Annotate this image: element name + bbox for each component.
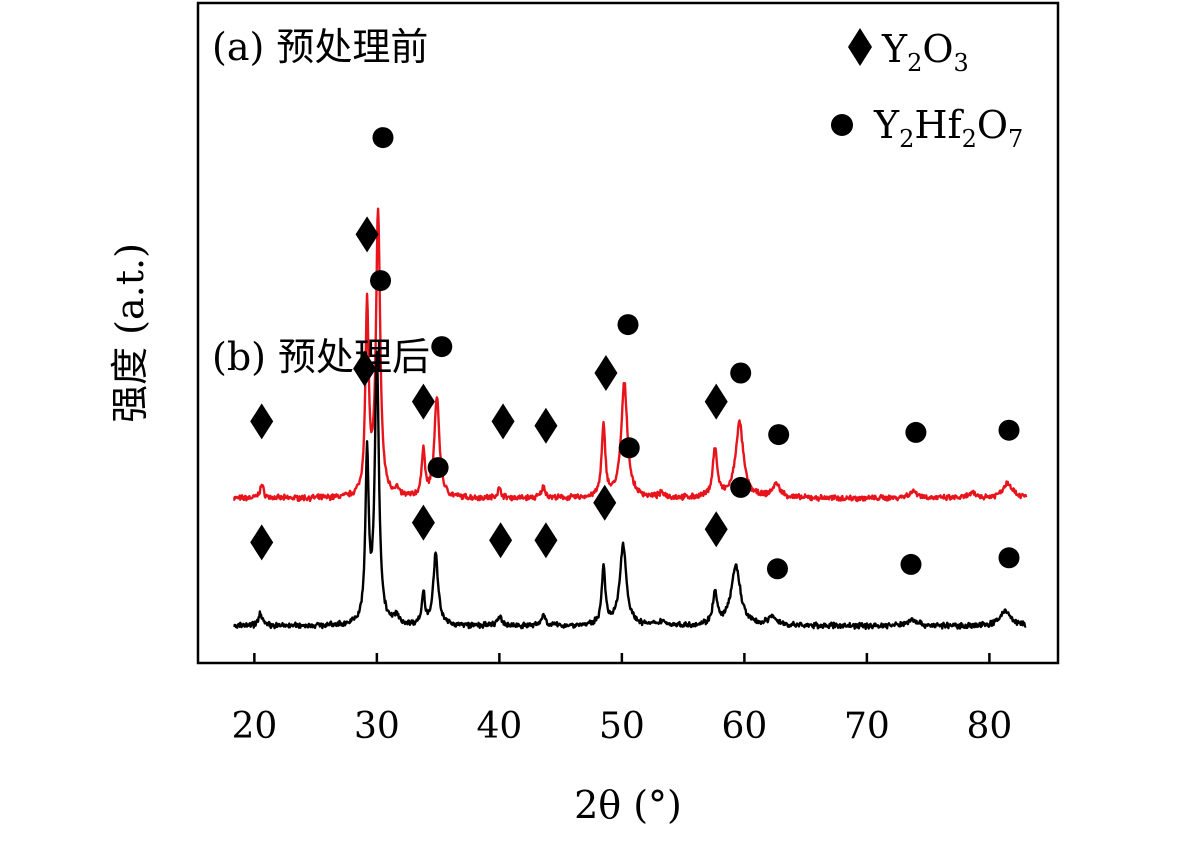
y2o3-peak-marker: [250, 524, 274, 561]
legend: Y2O3 Y2Hf2O7: [831, 27, 1023, 153]
y2o3-peak-marker: [594, 355, 618, 391]
y2o3-peak-marker: [534, 407, 558, 444]
y2hf2o7-peak-marker: [766, 558, 788, 580]
x-tick-label: 20: [231, 706, 277, 747]
y2hf2o7-peak-marker: [768, 424, 790, 446]
y2hf2o7-peak-marker: [431, 336, 453, 358]
peak-markers: [250, 127, 1020, 580]
series-line-posttreatment: [232, 350, 1027, 631]
y2hf2o7-peak-marker: [427, 457, 449, 479]
y2o3-peak-marker: [353, 350, 377, 387]
y2hf2o7-peak-marker: [900, 553, 922, 575]
y2hf2o7-peak-marker: [618, 437, 640, 459]
x-axis-ticks: [253, 653, 991, 663]
legend-label-y2o3: Y2O3: [881, 27, 969, 77]
y2o3-peak-marker: [704, 511, 728, 548]
x-tick-label: 50: [599, 706, 645, 747]
y2o3-peak-marker: [355, 216, 379, 253]
y2hf2o7-peak-marker: [372, 127, 394, 149]
y2o3-peak-marker: [250, 403, 274, 440]
y2hf2o7-peak-marker: [998, 419, 1020, 441]
y2hf2o7-peak-marker: [730, 476, 752, 498]
y2hf2o7-peak-marker: [998, 547, 1020, 569]
x-axis-tick-labels: 20 30 40 50 60 70 80: [231, 706, 1012, 747]
y2hf2o7-peak-marker: [370, 270, 392, 292]
y2hf2o7-peak-marker: [730, 362, 752, 384]
x-tick-label: 60: [721, 706, 767, 747]
legend-label-y2hf2o7: Y2Hf2O7: [873, 103, 1023, 153]
y2o3-peak-marker: [489, 522, 513, 559]
panel-label-b: (b) 预处理后: [212, 335, 430, 379]
y2o3-peak-marker: [411, 383, 435, 420]
plot-frame: [196, 1, 1060, 665]
y2o3-peak-marker: [411, 504, 435, 541]
x-tick-label: 40: [476, 706, 522, 747]
x-tick-label: 30: [354, 706, 400, 747]
y-axis-title: 强度 (a.t.): [108, 243, 152, 423]
y2o3-peak-marker: [704, 383, 728, 420]
y2o3-peak-marker: [593, 484, 617, 521]
y2hf2o7-peak-marker: [617, 314, 639, 336]
y2hf2o7-peak-marker: [905, 421, 927, 443]
panel-label-a: (a) 预处理前: [212, 25, 428, 69]
x-axis-title: 2θ (°): [574, 783, 682, 827]
x-tick-label: 80: [966, 706, 1012, 747]
y2o3-peak-marker: [491, 403, 515, 440]
legend-circle-icon: [831, 114, 853, 136]
y2o3-peak-marker: [534, 522, 558, 559]
legend-diamond-icon: [848, 28, 872, 66]
x-tick-label: 70: [844, 706, 890, 747]
